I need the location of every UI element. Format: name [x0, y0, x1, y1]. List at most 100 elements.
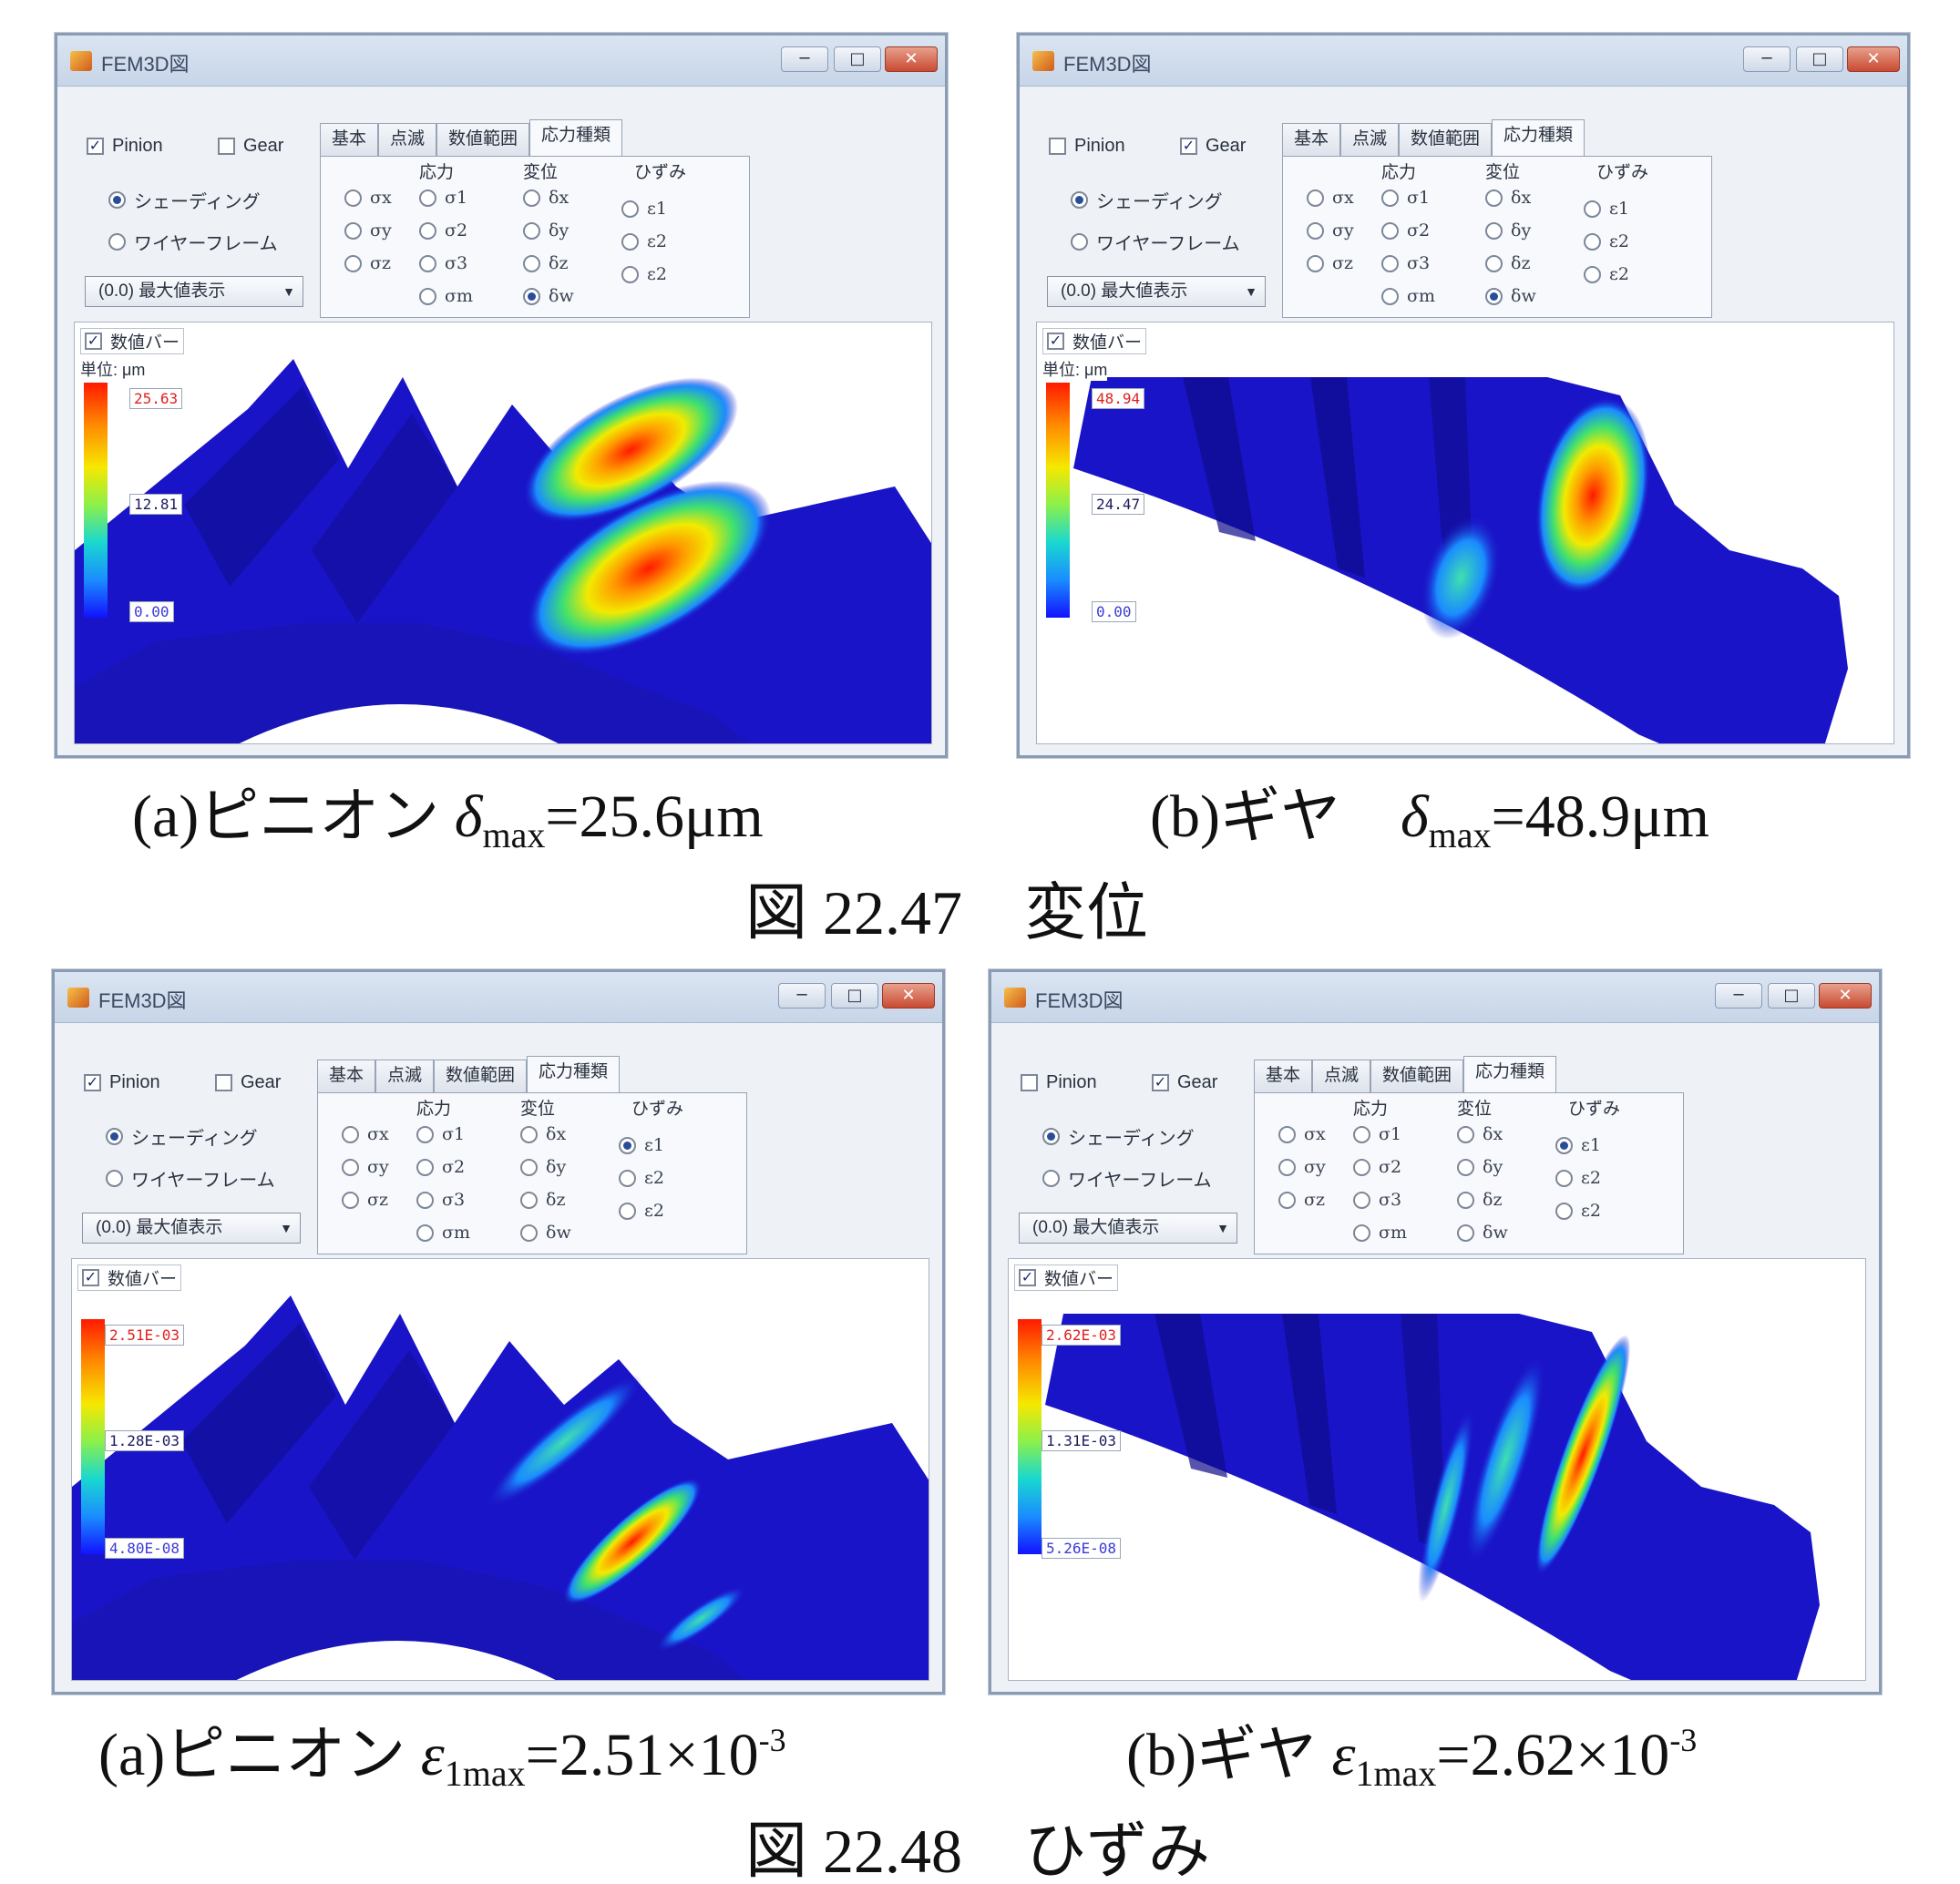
shading-radio[interactable]: シェーディング — [106, 1123, 258, 1150]
checkbox[interactable]: ✓ — [84, 1074, 101, 1091]
radio-button[interactable] — [344, 189, 362, 207]
option-radio[interactable]: δy — [520, 1157, 566, 1177]
radio-button[interactable] — [419, 221, 436, 240]
tab-0[interactable]: 基本 — [317, 1060, 376, 1092]
radio-button[interactable] — [619, 1136, 636, 1154]
option-radio[interactable]: δx — [523, 188, 569, 208]
close-icon[interactable]: ✕ — [1819, 983, 1872, 1009]
radio-button[interactable] — [342, 1158, 359, 1176]
option-radio[interactable]: ε2 — [621, 231, 667, 251]
option-radio[interactable]: σy — [1278, 1157, 1326, 1177]
checkbox[interactable] — [218, 138, 235, 155]
pinion-checkbox[interactable]: ✓ Pinion — [87, 136, 163, 157]
option-radio[interactable]: ε2 — [1555, 1168, 1601, 1188]
tab-1[interactable]: 点滅 — [1312, 1060, 1371, 1092]
radio-button[interactable] — [520, 1191, 538, 1209]
radio-button[interactable] — [108, 191, 126, 209]
minimize-icon[interactable]: ─ — [1715, 983, 1762, 1009]
tab-2[interactable]: 数値範囲 — [436, 123, 530, 156]
option-radio[interactable]: δy — [523, 220, 569, 241]
option-radio[interactable]: δx — [1485, 188, 1531, 208]
radio-button[interactable] — [1278, 1125, 1296, 1143]
radio-button[interactable] — [419, 287, 436, 305]
tab-2[interactable]: 数値範囲 — [1370, 1060, 1464, 1092]
radio-button[interactable] — [1457, 1158, 1474, 1176]
display-mode-select[interactable]: (0.0) 最大値表示 ▼ — [85, 276, 303, 307]
checkbox[interactable]: ✓ — [1180, 138, 1197, 155]
radio-button[interactable] — [1457, 1191, 1474, 1209]
option-radio[interactable]: ε2 — [621, 264, 667, 284]
radio-button[interactable] — [1381, 254, 1399, 272]
option-radio[interactable]: σy — [1307, 220, 1354, 241]
tab-3[interactable]: 応力種類 — [529, 119, 623, 156]
radio-button[interactable] — [621, 200, 639, 218]
tab-0[interactable]: 基本 — [1254, 1060, 1313, 1092]
value-bar-toggle[interactable]: ✓ 数値バー — [77, 1265, 182, 1291]
option-radio[interactable]: ε1 — [1584, 199, 1629, 219]
radio-button[interactable] — [1278, 1191, 1296, 1209]
option-radio[interactable]: δy — [1457, 1157, 1503, 1177]
tab-1[interactable]: 点滅 — [1340, 123, 1400, 156]
checkbox[interactable]: ✓ — [85, 333, 102, 350]
option-radio[interactable]: σ1 — [419, 188, 467, 208]
radio-button[interactable] — [106, 1128, 123, 1145]
close-icon[interactable]: ✕ — [1847, 46, 1900, 72]
option-radio[interactable]: ε2 — [1584, 264, 1629, 284]
radio-button[interactable] — [523, 287, 540, 305]
checkbox[interactable]: ✓ — [1047, 333, 1064, 350]
checkbox[interactable] — [215, 1074, 232, 1091]
radio-button[interactable] — [619, 1202, 636, 1220]
gear-checkbox[interactable]: Gear — [218, 136, 283, 157]
option-radio[interactable]: σm — [1353, 1223, 1407, 1243]
option-radio[interactable]: σ3 — [1353, 1190, 1401, 1210]
shading-radio[interactable]: シェーディング — [108, 187, 261, 213]
option-radio[interactable]: ε1 — [621, 199, 667, 219]
radio-button[interactable] — [1555, 1136, 1573, 1154]
radio-button[interactable] — [1381, 189, 1399, 207]
maximize-icon[interactable]: □ — [831, 983, 878, 1009]
radio-button[interactable] — [1353, 1125, 1370, 1143]
option-radio[interactable]: ε2 — [1584, 231, 1629, 251]
tab-1[interactable]: 点滅 — [378, 123, 437, 156]
radio-button[interactable] — [1353, 1224, 1370, 1242]
option-radio[interactable]: σ2 — [416, 1157, 465, 1177]
option-radio[interactable]: σ1 — [1381, 188, 1430, 208]
tab-3[interactable]: 応力種類 — [1463, 1056, 1557, 1092]
radio-button[interactable] — [520, 1125, 538, 1143]
checkbox[interactable]: ✓ — [87, 138, 104, 155]
value-bar-toggle[interactable]: ✓ 数値バー — [1014, 1265, 1119, 1291]
radio-button[interactable] — [1307, 189, 1324, 207]
radio-button[interactable] — [1485, 287, 1503, 305]
option-radio[interactable]: ε1 — [619, 1135, 664, 1155]
radio-button[interactable] — [619, 1169, 636, 1187]
radio-button[interactable] — [1307, 254, 1324, 272]
option-radio[interactable]: δw — [523, 286, 574, 306]
fem-3d-view[interactable]: ✓ 数値バー 2.62E-03 1.31E-03 5.26E-08 — [1008, 1258, 1866, 1681]
gear-checkbox[interactable]: Gear — [215, 1072, 281, 1093]
tab-2[interactable]: 数値範囲 — [434, 1060, 528, 1092]
checkbox[interactable]: ✓ — [82, 1269, 99, 1286]
radio-button[interactable] — [1278, 1158, 1296, 1176]
radio-button[interactable] — [523, 254, 540, 272]
checkbox[interactable] — [1021, 1074, 1038, 1091]
checkbox[interactable]: ✓ — [1019, 1269, 1036, 1286]
minimize-icon[interactable]: ─ — [1743, 46, 1791, 72]
radio-button[interactable] — [1457, 1224, 1474, 1242]
close-icon[interactable]: ✕ — [885, 46, 938, 72]
radio-button[interactable] — [106, 1170, 123, 1187]
tab-3[interactable]: 応力種類 — [1492, 119, 1585, 156]
radio-button[interactable] — [1307, 221, 1324, 240]
option-radio[interactable]: ε2 — [619, 1168, 664, 1188]
radio-button[interactable] — [344, 221, 362, 240]
option-radio[interactable]: σm — [416, 1223, 470, 1243]
radio-button[interactable] — [1485, 189, 1503, 207]
radio-button[interactable] — [523, 189, 540, 207]
wireframe-radio[interactable]: ワイヤーフレーム — [1042, 1165, 1212, 1192]
option-radio[interactable]: σx — [1278, 1124, 1326, 1144]
wireframe-radio[interactable]: ワイヤーフレーム — [108, 229, 278, 255]
fem-3d-view[interactable]: ✓ 数値バー 2.51E-03 1.28E-03 4.80E-08 — [71, 1258, 929, 1681]
gear-checkbox[interactable]: ✓ Gear — [1152, 1072, 1217, 1093]
wireframe-radio[interactable]: ワイヤーフレーム — [1071, 229, 1240, 255]
radio-button[interactable] — [1042, 1128, 1060, 1145]
gear-checkbox[interactable]: ✓ Gear — [1180, 136, 1246, 157]
